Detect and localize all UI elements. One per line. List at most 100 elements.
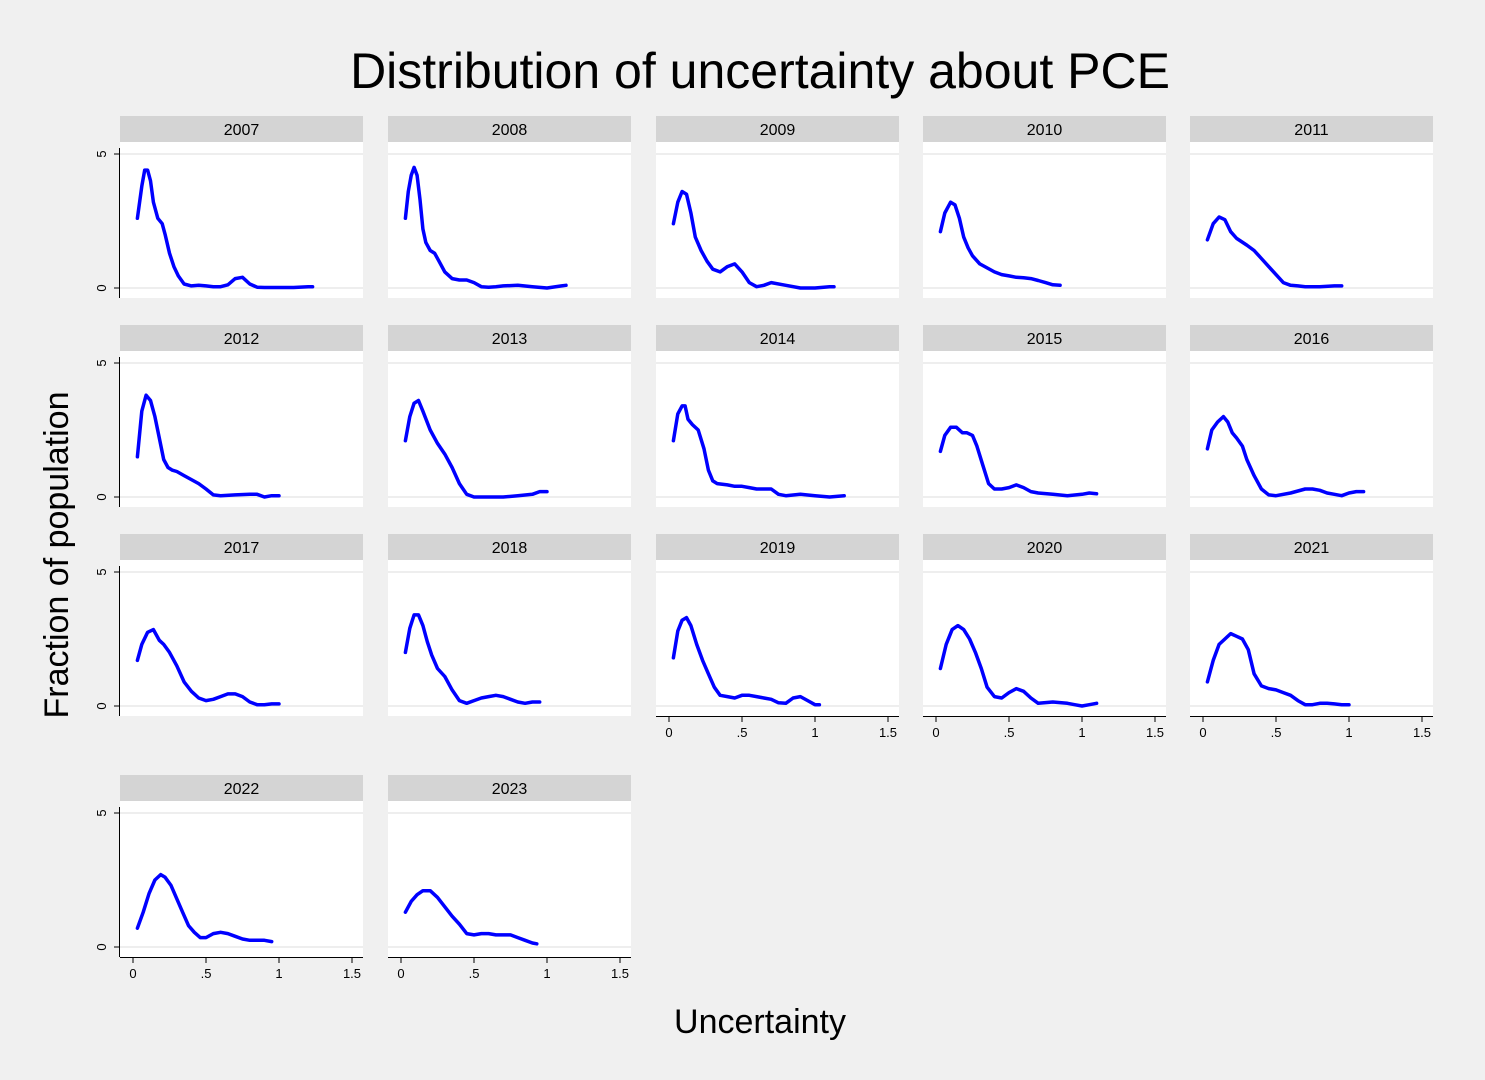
panel-strip <box>656 116 899 142</box>
x-tick-label: 0 <box>397 966 404 981</box>
x-tick-label: 1 <box>1345 725 1352 740</box>
y-tick-label: 0 <box>94 284 109 291</box>
chart-title: Distribution of uncertainty about PCE <box>350 43 1170 99</box>
panel-grid: 2007 0 5 2008 2009 2010 2011 2012 0 5 2013 2014 2015… <box>94 116 1433 981</box>
x-tick-label: 1.5 <box>879 725 897 740</box>
density-line-2009 <box>671 189 836 290</box>
x-axis-title: Uncertainty <box>674 1003 846 1041</box>
panel-background <box>388 325 631 507</box>
density-line-2018 <box>403 613 542 706</box>
x-tick-label: .5 <box>469 966 480 981</box>
panel-strip <box>923 325 1166 351</box>
panel-strip <box>120 325 363 351</box>
x-tick-label: 1 <box>543 966 550 981</box>
density-line-2016 <box>1205 414 1366 498</box>
y-axis-title: Fraction of population <box>38 392 76 719</box>
y-tick-label: 0 <box>94 943 109 950</box>
y-tick-label: 5 <box>94 809 109 816</box>
panel-background <box>120 325 363 507</box>
panel-strip <box>1190 116 1433 142</box>
panel-strip-label: 2021 <box>1294 540 1330 557</box>
panel-2023: 2023 0 .5 1 1.5 <box>388 775 631 981</box>
panel-background <box>1190 116 1433 298</box>
density-line-2022 <box>135 872 274 944</box>
panel-2015: 2015 <box>923 325 1166 507</box>
panel-2019: 2019 0 .5 1 1.5 <box>656 534 899 740</box>
x-tick-label: 0 <box>665 725 672 740</box>
panel-strip <box>120 116 363 142</box>
density-line-2020 <box>938 623 1099 708</box>
x-tick-label: 1.5 <box>1146 725 1164 740</box>
panel-strip <box>656 325 899 351</box>
panel-strip-label: 2008 <box>492 122 528 139</box>
density-line-2010 <box>938 200 1062 288</box>
panel-background <box>120 775 363 957</box>
x-tick-label: 1.5 <box>611 966 629 981</box>
density-line-2012 <box>135 393 281 499</box>
panel-strip-label: 2017 <box>224 540 260 557</box>
x-tick-label: 0 <box>932 725 939 740</box>
y-tick-label: 5 <box>94 359 109 366</box>
panel-strip <box>923 534 1166 560</box>
density-line-2021 <box>1205 631 1351 707</box>
panel-strip-label: 2018 <box>492 540 528 557</box>
panel-background <box>1190 325 1433 507</box>
panel-strip-label: 2023 <box>492 781 528 798</box>
panel-2009: 2009 <box>656 116 899 298</box>
panel-strip-label: 2015 <box>1027 331 1063 348</box>
panel-strip-label: 2019 <box>760 540 796 557</box>
panel-strip-label: 2011 <box>1294 122 1329 139</box>
panel-strip <box>388 775 631 801</box>
density-line-2013 <box>403 398 549 499</box>
y-tick-label: 0 <box>94 493 109 500</box>
panel-background <box>923 325 1166 507</box>
density-line-2023 <box>403 888 539 946</box>
panel-2007: 2007 0 5 <box>94 116 363 298</box>
density-line-2014 <box>671 404 846 499</box>
panel-2011: 2011 <box>1190 116 1433 298</box>
panel-background <box>1190 534 1433 716</box>
panel-strip <box>923 116 1166 142</box>
y-tick-label: 0 <box>94 702 109 709</box>
density-line-2011 <box>1205 215 1344 289</box>
panel-strip <box>656 534 899 560</box>
panel-2008: 2008 <box>388 116 631 298</box>
panel-strip-label: 2020 <box>1027 540 1063 557</box>
panel-strip-label: 2014 <box>760 331 796 348</box>
x-tick-label: .5 <box>201 966 212 981</box>
panel-background <box>388 534 631 716</box>
panel-2018: 2018 <box>388 534 631 716</box>
x-tick-label: 0 <box>129 966 136 981</box>
x-tick-label: 1.5 <box>1413 725 1431 740</box>
panel-2017: 2017 0 5 <box>94 534 363 716</box>
density-line-2019 <box>671 615 822 707</box>
x-tick-label: 1.5 <box>343 966 361 981</box>
panel-strip <box>120 534 363 560</box>
panel-background <box>656 325 899 507</box>
x-tick-label: 1 <box>1078 725 1085 740</box>
panel-strip <box>120 775 363 801</box>
panel-strip <box>1190 325 1433 351</box>
panel-background <box>120 534 363 716</box>
panel-background <box>656 116 899 298</box>
y-tick-label: 5 <box>94 568 109 575</box>
density-line-2008 <box>403 165 568 290</box>
panel-2014: 2014 <box>656 325 899 507</box>
density-line-2015 <box>938 425 1099 498</box>
panel-2022: 2022 0 5 0 .5 1 1.5 <box>94 775 363 981</box>
panel-background <box>388 116 631 298</box>
panel-strip-label: 2010 <box>1027 122 1063 139</box>
x-tick-label: 1 <box>811 725 818 740</box>
panel-background <box>923 116 1166 298</box>
x-tick-label: 1 <box>275 966 282 981</box>
panel-strip-label: 2009 <box>760 122 796 139</box>
x-tick-label: 0 <box>1199 725 1206 740</box>
panel-background <box>923 534 1166 716</box>
panel-2010: 2010 <box>923 116 1166 298</box>
panel-background <box>656 534 899 716</box>
y-tick-label: 5 <box>94 150 109 157</box>
panel-strip-label: 2022 <box>224 781 260 798</box>
panel-strip <box>1190 534 1433 560</box>
x-tick-label: .5 <box>1004 725 1015 740</box>
panel-strip <box>388 325 631 351</box>
